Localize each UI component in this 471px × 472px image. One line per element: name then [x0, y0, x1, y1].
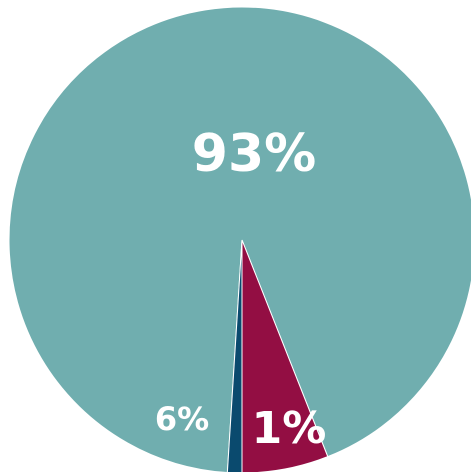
pie-slice-93: [8, 6, 471, 472]
slice-label-93: 93%: [192, 124, 316, 184]
pie-labels: 93% 6% 1%: [155, 124, 327, 454]
pie-slice-1: [226, 239, 243, 472]
slice-label-1: 1%: [252, 403, 327, 454]
pie-slice-6: [241, 239, 329, 472]
pie-slices: [8, 6, 471, 472]
slice-label-6: 6%: [155, 400, 209, 438]
